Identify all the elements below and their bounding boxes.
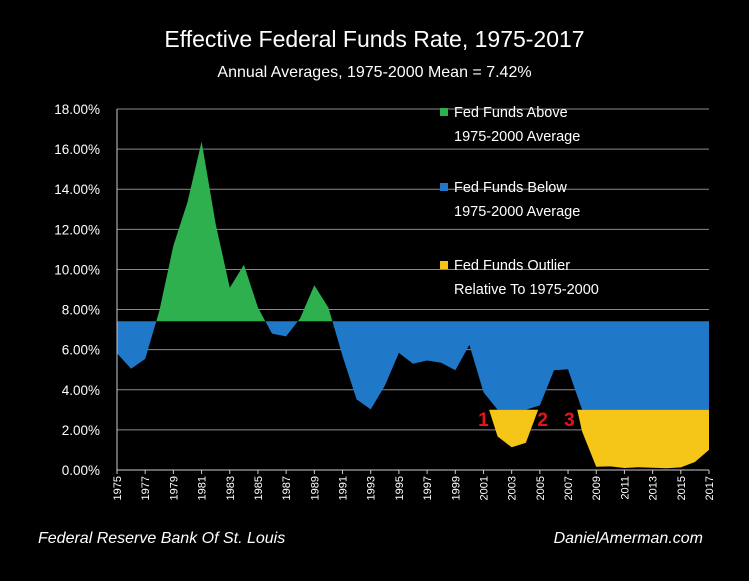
annotation-label: 1 <box>478 410 489 431</box>
x-tick-label: 2017 <box>704 476 716 500</box>
legend-label-line2: Relative To 1975-2000 <box>454 282 599 298</box>
below-average-area <box>265 321 298 337</box>
x-tick-label: 1997 <box>422 476 434 500</box>
y-axis-ticks: 0.00% 2.00% 4.00% 6.00% 8.00% 10.00% 12.00% 14.… <box>54 102 100 478</box>
above-average-area <box>156 141 266 322</box>
x-tick-label: 1975 <box>112 476 124 500</box>
legend-swatch <box>440 108 448 116</box>
legend-swatch <box>440 183 448 191</box>
legend-label-line1: Fed Funds Outlier <box>454 258 570 274</box>
outlier-area <box>577 409 709 469</box>
y-tick-label: 8.00% <box>62 303 100 318</box>
y-tick-label: 12.00% <box>54 222 100 237</box>
chart-areas <box>117 141 709 469</box>
x-tick-label: 1985 <box>253 476 265 500</box>
legend: Fed Funds Above 1975-2000 Average Fed Fund… <box>440 105 599 298</box>
x-tick-label: 1995 <box>394 476 406 500</box>
legend-swatch <box>440 261 448 269</box>
source-label: Federal Reserve Bank Of St. Louis <box>38 530 286 547</box>
legend-label-line1: Fed Funds Below <box>454 180 567 196</box>
chart-subtitle: Annual Averages, 1975-2000 Mean = 7.42% <box>217 64 532 81</box>
x-tick-label: 2013 <box>648 476 660 500</box>
x-tick-label: 2015 <box>676 476 688 500</box>
y-tick-label: 10.00% <box>54 262 100 277</box>
legend-label-line2: 1975-2000 Average <box>454 204 580 220</box>
chart-title: Effective Federal Funds Rate, 1975-2017 <box>164 26 585 52</box>
x-tick-label: 2003 <box>507 476 519 500</box>
x-tick-label: 2001 <box>479 476 491 500</box>
outlier-area <box>489 409 539 448</box>
y-tick-label: 18.00% <box>54 102 100 117</box>
x-axis-ticks: 1975 1977 1979 1981 1983 1985 1987 1989 1991 1993… <box>112 470 716 500</box>
y-tick-label: 6.00% <box>62 343 100 358</box>
axes <box>116 109 709 471</box>
x-tick-label: 1991 <box>338 476 350 500</box>
x-tick-label: 1981 <box>197 476 209 500</box>
x-tick-label: 1977 <box>140 476 152 500</box>
above-average-area <box>297 285 333 322</box>
annotation-label: 3 <box>564 410 575 431</box>
x-tick-label: 1987 <box>281 476 293 500</box>
x-tick-label: 1989 <box>309 476 321 500</box>
y-tick-label: 0.00% <box>62 463 100 478</box>
y-tick-label: 16.00% <box>54 142 100 157</box>
website-label: DanielAmerman.com <box>553 530 703 547</box>
annotation-label: 2 <box>537 410 548 431</box>
x-tick-label: 2005 <box>535 476 547 500</box>
below-average-area <box>332 321 709 410</box>
y-tick-label: 2.00% <box>62 423 100 438</box>
x-tick-label: 2009 <box>591 476 603 500</box>
y-tick-label: 14.00% <box>54 182 100 197</box>
x-tick-label: 1979 <box>168 476 180 500</box>
legend-label-line2: 1975-2000 Average <box>454 129 580 145</box>
y-tick-label: 4.00% <box>62 383 100 398</box>
below-average-area <box>117 321 157 369</box>
x-tick-label: 1983 <box>225 476 237 500</box>
x-tick-label: 2011 <box>619 476 631 500</box>
x-tick-label: 2007 <box>563 476 575 500</box>
x-tick-label: 1999 <box>450 476 462 500</box>
legend-label-line1: Fed Funds Above <box>454 105 568 121</box>
x-tick-label: 1993 <box>366 476 378 500</box>
